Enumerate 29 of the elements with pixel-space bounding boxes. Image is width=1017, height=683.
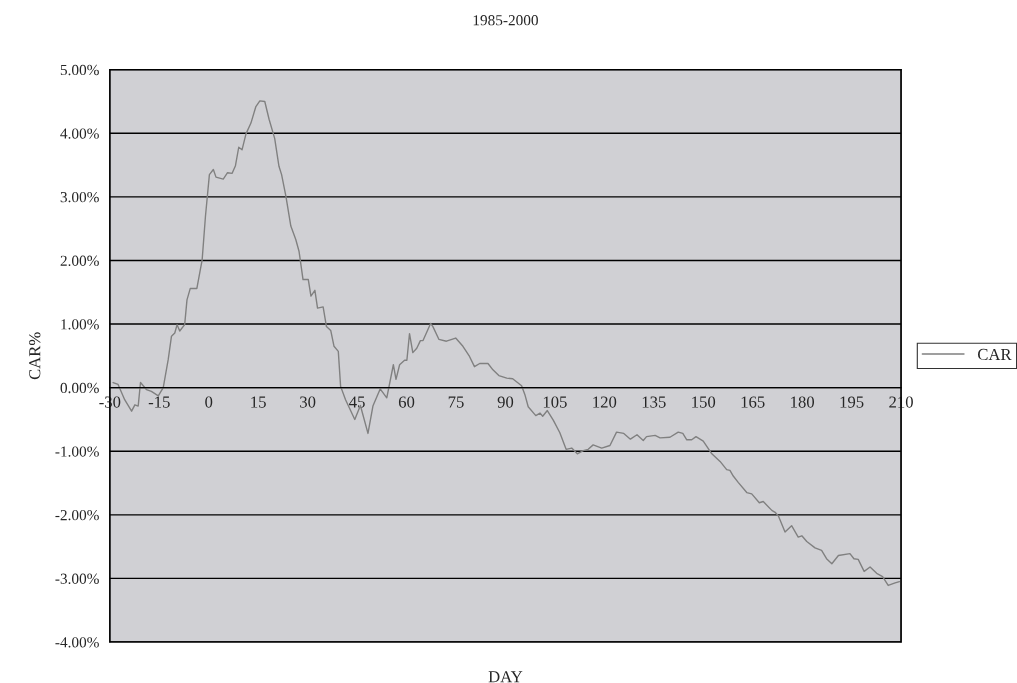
x-tick-label: 45 [349, 396, 365, 408]
x-tick-label: -15 [148, 396, 170, 408]
y-tick-label: 4.00% [60, 128, 99, 139]
y-tick-label: -4.00% [55, 637, 99, 648]
y-tick-label: 2.00% [60, 255, 99, 266]
x-tick-label: 135 [642, 396, 666, 408]
y-tick-label: -1.00% [55, 446, 99, 457]
y-tick-label: 1.00% [61, 319, 99, 330]
x-tick-label: 75 [448, 396, 464, 408]
x-tick-label: 165 [741, 396, 765, 408]
x-tick-label: 150 [692, 396, 716, 408]
x-tick-label: 105 [543, 396, 567, 408]
chart-title: 1985-2000 [473, 15, 538, 26]
y-tick-label: -2.00% [55, 509, 99, 521]
y-tick-label: 3.00% [60, 192, 99, 203]
x-tick-label: 0 [205, 396, 213, 408]
x-tick-label: 30 [300, 396, 316, 408]
y-tick-label: 0.00% [60, 382, 99, 394]
legend-label: CAR [977, 348, 1012, 361]
x-tick-label: 15 [251, 396, 266, 408]
x-tick-label: 60 [398, 396, 415, 408]
x-axis-title: DAY [488, 671, 523, 683]
x-tick-label: 195 [840, 396, 864, 408]
y-axis-title: CAR% [29, 332, 41, 380]
y-tick-label: 5.00% [60, 64, 99, 76]
x-tick-label: 120 [593, 396, 617, 408]
x-tick-label: 90 [497, 396, 514, 408]
x-tick-label: 180 [791, 396, 815, 408]
y-tick-label: -3.00% [55, 573, 99, 584]
